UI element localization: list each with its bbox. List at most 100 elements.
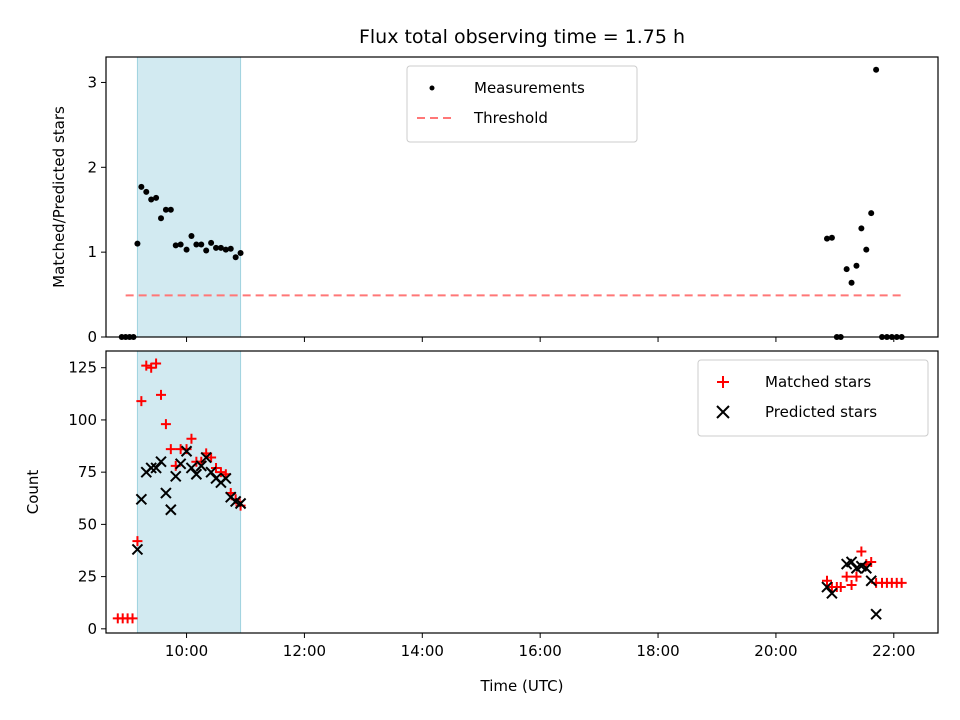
matched-star-point: [822, 575, 833, 586]
legend-marker-matched: [717, 376, 729, 388]
x-tick-label: 10:00: [165, 642, 208, 660]
y-tick-label: 3: [87, 73, 97, 91]
legend: Measurements Threshold: [406, 65, 638, 143]
predicted-star-point: [131, 543, 144, 556]
matched-star-point: [141, 360, 152, 371]
y-tick-label: 75: [78, 463, 97, 481]
measurement-point: [237, 250, 244, 256]
predicted-star-point: [190, 468, 203, 480]
matched-star-point: [156, 389, 167, 400]
predicted-star-point: [170, 470, 182, 483]
y-axis-label: Matched/Predicted stars: [50, 106, 68, 288]
x-tick-label: 12:00: [283, 642, 326, 660]
x-tick-label: 14:00: [401, 642, 444, 660]
measurement-point: [153, 194, 160, 201]
measurement-point: [232, 254, 239, 261]
figure-title: Flux total observing time = 1.75 h: [359, 26, 685, 48]
measurement-point: [158, 215, 165, 222]
measurement-point: [863, 246, 870, 253]
legend-label: Predicted stars: [765, 403, 877, 421]
predicted-star-point: [860, 562, 873, 574]
measurement-point: [222, 246, 229, 253]
matched-star-point: [846, 579, 857, 590]
predicted-star-point: [220, 472, 232, 485]
predicted-star-point: [195, 460, 207, 472]
x-axis-label: Time (UTC): [480, 677, 564, 695]
matched-star-point: [136, 396, 147, 407]
y-axis-label: Count: [24, 470, 42, 515]
y-tick-label: 2: [87, 158, 97, 176]
measurement-point: [177, 241, 184, 248]
x-tick-label: 22:00: [872, 642, 915, 660]
measurement-point: [134, 240, 141, 247]
measurement-point: [828, 234, 835, 241]
measurement-point: [843, 266, 850, 273]
matched-star-point: [186, 433, 197, 444]
predicted-star-point: [155, 456, 167, 468]
axes-frame: [105, 56, 939, 338]
matched-star-point: [856, 546, 867, 557]
measurement-point: [873, 66, 880, 73]
measurement-point: [198, 241, 205, 248]
x-tick-label: 16:00: [519, 642, 562, 660]
measurement-point: [172, 242, 179, 249]
legend-marker-predicted: [716, 405, 730, 419]
y-tick-label: 50: [78, 515, 97, 533]
matched-star-point: [206, 452, 217, 463]
matched-star-point: [127, 613, 138, 624]
measurement-point: [868, 210, 875, 217]
predicted-star-point: [865, 575, 877, 587]
predicted-star-point: [870, 608, 882, 620]
measurement-point: [227, 245, 234, 252]
predicted-star-point: [165, 504, 177, 516]
legend: Matched stars Predicted stars: [697, 359, 929, 437]
matched-star-point: [165, 444, 176, 455]
legend-marker-measurements: [429, 85, 435, 91]
measurement-point: [858, 225, 865, 232]
matched-star-point: [841, 571, 852, 582]
measurement-point: [203, 247, 210, 254]
predicted-star-point: [174, 458, 187, 470]
y-tick-label: 1: [87, 243, 97, 261]
legend-label: Matched stars: [765, 373, 871, 391]
measurement-point: [188, 233, 195, 240]
measurement-point: [824, 235, 831, 242]
matched-star-point: [132, 536, 143, 547]
y-tick-label: 0: [87, 620, 97, 638]
legend-box: [697, 359, 929, 437]
shaded-interval: [136, 350, 242, 634]
panel-ratio: 0 1 2 3 Matched/Predicted stars Measurements T…: [50, 56, 939, 346]
matched-star-point: [835, 582, 846, 593]
matched-star-point: [151, 358, 162, 369]
matched-star-point: [866, 556, 877, 567]
measurement-point: [193, 241, 200, 248]
measurement-point: [138, 183, 145, 190]
measurement-point: [217, 244, 224, 251]
y-tick-label: 25: [78, 568, 97, 586]
predicted-star-point: [826, 587, 838, 600]
panel-counts: 0 25 50 75 100 125 10:00 12:00 14:00 16:00 18:00 20…: [24, 350, 939, 695]
matched-star-point: [851, 571, 862, 582]
legend-label: Threshold: [473, 109, 548, 127]
y-tick-label: 0: [87, 328, 97, 346]
measurement-point: [167, 206, 174, 213]
measurement-point: [213, 244, 220, 251]
measurement-point: [183, 246, 190, 253]
matched-star-point: [215, 467, 226, 478]
predicted-star-point: [145, 462, 157, 474]
y-tick-label: 100: [68, 411, 97, 429]
axes-frame: [105, 350, 939, 634]
measurement-point: [848, 279, 855, 286]
legend-label: Measurements: [474, 79, 585, 97]
predicted-star-point: [180, 445, 193, 457]
measurement-point: [143, 188, 150, 195]
measurement-point: [853, 262, 860, 269]
y-tick-label: 125: [68, 359, 97, 377]
predicted-star-point: [234, 497, 247, 510]
measurement-point: [208, 239, 215, 246]
predicted-star-point: [200, 451, 212, 464]
measurement-point: [162, 206, 169, 213]
matched-star-point: [896, 577, 907, 588]
measurement-point: [148, 196, 155, 203]
